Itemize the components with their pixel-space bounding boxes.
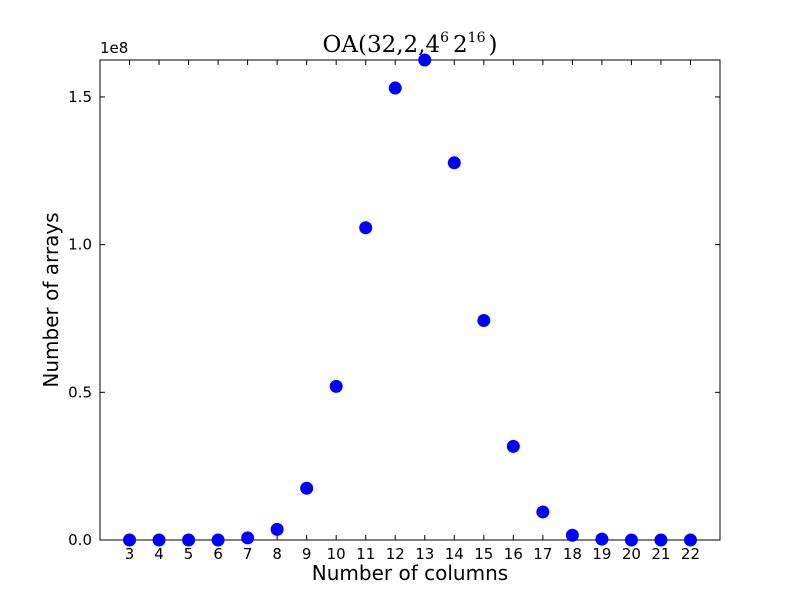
x-tick-label: 11: [356, 545, 375, 563]
plot-area: [99, 59, 721, 541]
data-point: [418, 53, 432, 67]
data-points: [123, 53, 697, 547]
x-tick-label: 9: [302, 545, 312, 563]
data-point: [683, 533, 697, 547]
title-suffix: ): [489, 32, 498, 58]
data-point: [624, 533, 638, 547]
y-axis-label: Number of arrays: [39, 212, 63, 387]
y-tick-label: 1.0: [68, 236, 92, 254]
data-point: [211, 533, 225, 547]
title-sup2: 16: [468, 30, 486, 46]
data-point: [123, 533, 137, 547]
x-tick-label: 18: [563, 545, 582, 563]
data-point: [152, 533, 166, 547]
x-tick-label: 12: [386, 545, 405, 563]
data-point: [270, 522, 284, 536]
data-point: [241, 531, 255, 545]
x-tick-label: 3: [125, 545, 135, 563]
y-offset-label: 1e8: [100, 39, 128, 57]
data-point: [359, 221, 373, 235]
x-tick-label: 6: [213, 545, 223, 563]
x-tick-label: 5: [184, 545, 194, 563]
x-tick-label: 21: [651, 545, 670, 563]
axis-ticks: 3 4 5 6 7 8 9 10 11 12 13 14 15 16 17 18 19 20 21 22 0.0 0.5 1…: [68, 60, 720, 563]
y-tick-label: 1.5: [68, 88, 92, 106]
y-tick-label: 0.5: [68, 383, 92, 401]
x-tick-label: 20: [622, 545, 641, 563]
data-point: [477, 314, 491, 328]
x-tick-label: 17: [533, 545, 552, 563]
x-tick-label: 14: [445, 545, 464, 563]
x-tick-label: 15: [474, 545, 493, 563]
x-tick-label: 13: [415, 545, 434, 563]
title-prefix: OA(32,2,4: [323, 32, 441, 58]
data-point: [506, 439, 520, 453]
x-tick-label: 16: [504, 545, 523, 563]
title-mid: 2: [453, 32, 468, 58]
data-point: [654, 533, 668, 547]
x-tick-label: 22: [681, 545, 700, 563]
x-tick-label: 8: [272, 545, 282, 563]
data-point: [182, 533, 196, 547]
data-point: [447, 156, 461, 170]
x-tick-label: 10: [327, 545, 346, 563]
x-axis-label: Number of columns: [312, 561, 508, 585]
data-point: [388, 81, 402, 95]
y-tick-label: 0.0: [68, 531, 92, 549]
x-tick-label: 19: [592, 545, 611, 563]
data-point: [329, 379, 343, 393]
data-point: [300, 481, 314, 495]
chart-title: OA(32,2,46 216): [323, 30, 498, 58]
x-tick-label: 4: [154, 545, 164, 563]
data-point: [595, 532, 609, 546]
title-sup1: 6: [440, 30, 449, 46]
x-tick-label: 7: [243, 545, 253, 563]
data-point: [565, 528, 579, 542]
data-point: [536, 505, 550, 519]
